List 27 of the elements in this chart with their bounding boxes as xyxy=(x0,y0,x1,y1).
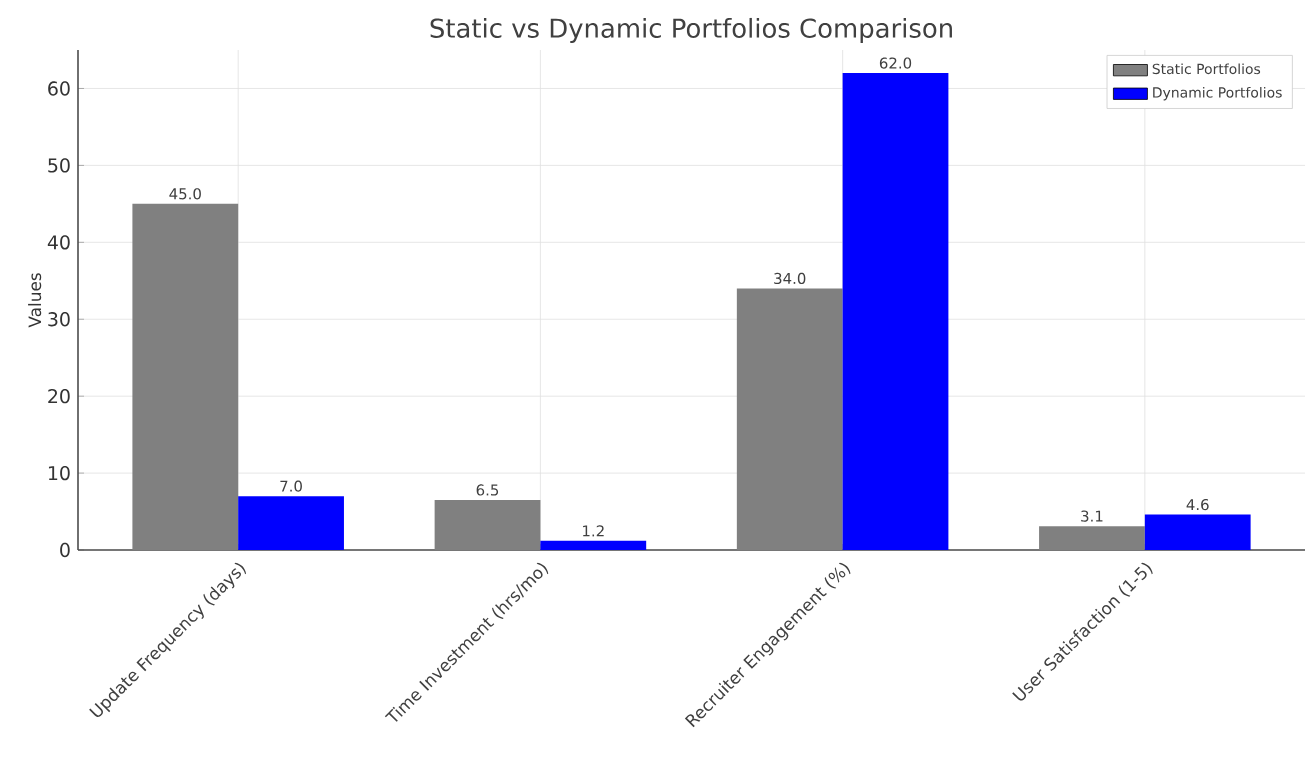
y-tick-label: 30 xyxy=(48,312,70,327)
data-label: 6.5 xyxy=(476,484,499,496)
data-label: 1.2 xyxy=(583,525,604,537)
y-tick-label: 40 xyxy=(47,235,70,250)
bar xyxy=(1144,514,1251,550)
bar xyxy=(132,203,239,550)
data-label: 7.0 xyxy=(280,480,302,492)
data-label: 34.0 xyxy=(774,272,806,285)
bar xyxy=(842,73,949,550)
bar xyxy=(434,500,541,550)
y-tick-label: 50 xyxy=(48,158,70,173)
legend-label: Static Portfolios xyxy=(1152,63,1261,75)
y-axis-title: Values xyxy=(28,273,42,328)
bar xyxy=(238,496,344,550)
data-label: 62.0 xyxy=(879,57,912,69)
y-tick-label: 60 xyxy=(48,81,70,96)
data-label: 3.1 xyxy=(1081,510,1103,522)
y-tick-label: 10 xyxy=(48,465,70,481)
chart-title: Static vs Dynamic Portfolios Comparison xyxy=(430,17,952,43)
legend-label: Dynamic Portfolios xyxy=(1153,86,1282,101)
y-tick-label: 0 xyxy=(60,542,70,558)
bar xyxy=(736,288,843,550)
bar xyxy=(1039,526,1145,550)
data-label: 4.6 xyxy=(1186,498,1209,511)
bar xyxy=(540,540,647,550)
data-label: 45.0 xyxy=(169,188,201,200)
y-tick-label: 20 xyxy=(48,388,70,404)
